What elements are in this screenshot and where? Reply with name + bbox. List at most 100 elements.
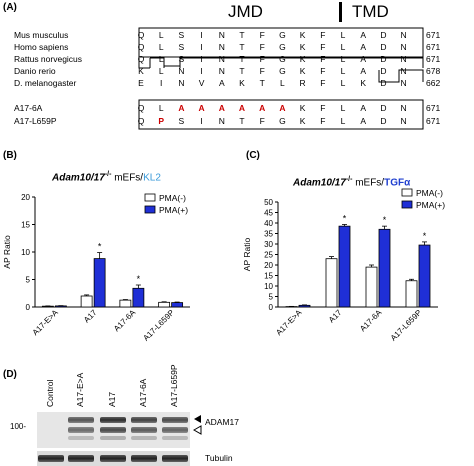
alignment-row-residue: A	[360, 54, 367, 64]
alignment-row-residue: N	[218, 66, 225, 76]
significance-asterisk: *	[383, 215, 387, 225]
mutant-row-residue: F	[320, 116, 326, 126]
alignment-row-residue: L	[340, 54, 346, 64]
y-tick-label: 50	[264, 198, 273, 207]
alignment-row-number: 671	[426, 30, 441, 40]
alignment-row-residue: F	[320, 42, 326, 52]
alignment-row-residue: K	[239, 78, 245, 88]
alignment-row-residue: K	[299, 66, 306, 76]
tubulin-label: Tubulin	[205, 453, 233, 463]
x-tick-label: A17-E>A	[31, 308, 61, 338]
alignment-row-name: Rattus norvegicus	[14, 54, 83, 64]
lane-label: A17-6A	[138, 378, 148, 407]
alignment-row-number: 678	[426, 66, 441, 76]
adam17-pro-band	[162, 427, 188, 433]
alignment-row-residue: K	[360, 78, 367, 88]
lane-label: A17-E>A	[75, 372, 85, 407]
mutant-row-residue: D	[380, 116, 387, 126]
bar	[325, 258, 338, 308]
y-tick-label: 45	[264, 209, 273, 218]
alignment-row-residue: K	[299, 54, 306, 64]
alignment-row-residue: N	[400, 42, 407, 52]
panel-b-label: (B)	[3, 150, 17, 161]
panel-d-label: (D)	[3, 369, 17, 380]
legend-entry: PMA(+)	[159, 205, 188, 215]
tmd-label: TMD	[352, 2, 389, 21]
alignment-row-residue: V	[198, 78, 205, 88]
adam17-bands	[68, 417, 188, 440]
alignment-row-residue: T	[239, 54, 245, 64]
y-tick-label: 20	[264, 261, 273, 270]
pro-band-arrowhead	[192, 425, 202, 435]
alignment-row-residue: G	[279, 66, 286, 76]
y-tick-label: 5	[26, 276, 31, 285]
bar	[171, 302, 184, 308]
adam17-mature-band	[100, 417, 126, 423]
mutant-row-residue: A	[218, 103, 225, 113]
mutant-row-residue: S	[178, 116, 185, 126]
legend-swatch	[401, 200, 413, 209]
alignment-row-residue: E	[138, 78, 144, 88]
bar	[80, 295, 93, 308]
tubulin-band	[68, 455, 94, 462]
mutant-row-name: A17-L659P	[14, 116, 57, 126]
mutant-row-residue: K	[299, 103, 306, 113]
alignment-row-residue: Q	[137, 42, 145, 52]
x-tick-label: A17	[82, 308, 99, 325]
legend-entry: PMA(-)	[416, 188, 443, 198]
jmd-tmd-divider	[339, 2, 342, 22]
bar	[418, 244, 431, 308]
alignment-row-residue: G	[279, 54, 286, 64]
mutant-row-residue: A	[279, 103, 286, 113]
alignment-row-residue: N	[400, 78, 407, 88]
y-tick-label: 35	[264, 230, 273, 239]
alignment-row-residue: L	[158, 30, 164, 40]
alignment-row-residue: L	[158, 42, 164, 52]
mutant-row-number: 671	[426, 116, 441, 126]
alignment-row-residue: K	[138, 66, 144, 76]
alignment-row-residue: I	[160, 78, 163, 88]
y-tick-label: 20	[21, 193, 30, 202]
y-tick-label: 0	[269, 303, 274, 312]
alignment-row-residue: D	[380, 54, 387, 64]
mutant-row-number: 671	[426, 103, 441, 113]
tubulin-band	[100, 455, 126, 462]
tubulin-band	[38, 455, 64, 462]
mutant-box	[138, 99, 424, 130]
alignment-row-number: 671	[426, 54, 441, 64]
alignment-row-residue: G	[279, 30, 286, 40]
y-tick-label: 5	[269, 293, 274, 302]
alignment-row-residue: D	[380, 42, 387, 52]
alignment-row-residue: N	[400, 30, 407, 40]
y-tick-label: 10	[21, 248, 30, 257]
alignment-row-residue: F	[259, 54, 265, 64]
mutant-row-residue: N	[400, 116, 407, 126]
alignment-row-residue: L	[280, 78, 285, 88]
legend-swatch	[144, 193, 156, 202]
x-tick-label: A17-L659P	[141, 308, 176, 343]
alignment-row-residue: N	[218, 54, 225, 64]
alignment-row-residue: A	[360, 30, 367, 40]
alignment-row-residue: T	[259, 78, 265, 88]
alignment-row-residue: A	[218, 78, 225, 88]
alignment-row-residue: L	[340, 78, 346, 88]
alignment-row-residue: F	[320, 66, 326, 76]
alignment-row-residue: I	[200, 66, 203, 76]
y-axis-label: AP Ratio	[2, 235, 12, 269]
alignment-row-residue: Q	[137, 54, 145, 64]
y-tick-label: 15	[21, 221, 30, 230]
mutant-row-residue: N	[218, 116, 225, 126]
panel-a-label: (A)	[3, 2, 17, 13]
panel-b-title-sup: -/-	[104, 171, 112, 178]
alignment-row-residue: S	[178, 54, 185, 64]
x-tick-label: A17-6A	[112, 308, 138, 334]
alignment-row-residue: L	[340, 66, 346, 76]
alignment-row-residue: R	[299, 78, 306, 88]
alignment-row-residue: N	[218, 42, 225, 52]
alignment-row-residue: F	[259, 66, 265, 76]
bar	[158, 301, 171, 308]
mutant-row-residue: F	[259, 116, 265, 126]
alignment-boxes	[138, 27, 424, 130]
mutant-row-name: A17-6A	[14, 103, 43, 113]
mutant-row-residue: F	[320, 103, 326, 113]
